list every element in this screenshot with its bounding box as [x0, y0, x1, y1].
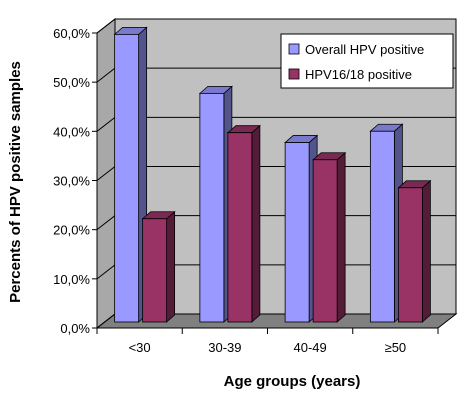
legend-label-hpv1618: HPV16/18 positive — [305, 67, 412, 82]
y-tick-label: 60,0% — [53, 26, 90, 41]
legend: Overall HPV positive HPV16/18 positive — [280, 33, 454, 89]
bar-front — [312, 159, 338, 323]
bar-front — [114, 33, 140, 323]
bar — [369, 123, 404, 323]
bar — [284, 134, 319, 323]
bar-side — [336, 151, 346, 323]
y-axis-ticks: 0,0% 10,0% 20,0% 30,0% 40,0% 50,0% 60,0% — [53, 26, 98, 336]
bar-side — [421, 179, 431, 323]
bar-front — [227, 132, 253, 323]
x-axis-ticks: <30 30-39 40-49 ≥50 — [96, 327, 439, 355]
bar-front — [369, 130, 395, 323]
legend-swatch-overall — [288, 43, 300, 55]
y-axis-title: Percents of HPV positive samples — [7, 61, 24, 303]
bar — [312, 151, 347, 323]
bar-side — [251, 124, 261, 323]
y-tick-label: 40,0% — [53, 124, 90, 139]
bar-front — [199, 92, 225, 323]
y-tick-label: 30,0% — [53, 174, 90, 189]
y-tick-label: 20,0% — [53, 223, 90, 238]
legend-swatch-hpv1618 — [288, 68, 300, 80]
bar-side — [166, 210, 176, 323]
x-tick-label: 40-49 — [294, 340, 327, 355]
gridline — [96, 18, 456, 34]
bar — [113, 26, 148, 323]
legend-label-overall: Overall HPV positive — [305, 42, 424, 57]
x-axis-title: Age groups (years) — [224, 373, 361, 390]
legend-box — [280, 33, 454, 89]
bars — [113, 26, 432, 323]
y-tick-label: 0,0% — [60, 321, 90, 336]
bar — [198, 85, 233, 323]
bar — [141, 210, 176, 323]
y-tick-label: 10,0% — [53, 272, 90, 287]
bar — [226, 124, 261, 323]
x-tick-label: <30 — [129, 340, 151, 355]
bar-front — [284, 142, 310, 323]
bar — [397, 179, 432, 323]
x-tick-label: 30-39 — [208, 340, 241, 355]
y-tick-label: 50,0% — [53, 75, 90, 90]
bar-front — [142, 218, 168, 323]
x-tick-label: ≥50 — [385, 340, 407, 355]
bar-front — [397, 187, 423, 323]
